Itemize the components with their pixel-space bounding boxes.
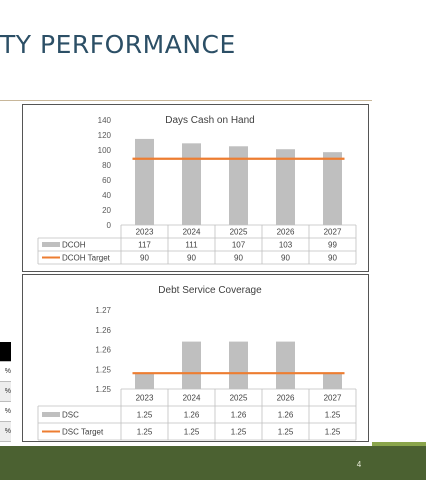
dsc-data-label: 1.26	[278, 411, 294, 420]
dcoh-bar	[276, 149, 295, 225]
dcoh-legend-key-bar	[42, 242, 60, 247]
partial-table-cell: %	[0, 422, 11, 442]
dcoh-category-label: 2023	[136, 228, 154, 237]
dsc-bar	[135, 373, 154, 389]
dcoh-data-label: 111	[185, 241, 198, 250]
dcoh-chart: Days Cash on Hand 0 20 40 60 80 100 120 140 2023 2…	[37, 115, 357, 265]
partial-table-header	[0, 342, 11, 362]
partial-table-cell: %	[0, 362, 11, 382]
dcoh-data-label: 90	[187, 254, 196, 263]
dcoh-y-tick-label: 0	[107, 221, 112, 230]
dsc-data-label: 1.25	[278, 428, 294, 437]
partial-table-cell: %	[0, 382, 11, 402]
dcoh-data-label: 90	[140, 254, 149, 263]
dcoh-data-label: 117	[138, 241, 151, 250]
dcoh-chart-title: Days Cash on Hand	[165, 115, 255, 126]
dcoh-bar	[135, 138, 154, 225]
dcoh-bar	[182, 143, 201, 225]
dsc-category-label: 2026	[277, 394, 295, 403]
partial-data-table: % % % % %	[0, 342, 11, 463]
dcoh-category-label: 2027	[324, 228, 342, 237]
dcoh-category-label: 2026	[277, 228, 295, 237]
dsc-y-tick-label: 1.26	[95, 346, 111, 355]
dsc-chart: Debt Service Coverage 1.25 1.25 1.26 1.26 1.2…	[37, 285, 357, 441]
dsc-data-label: 1.25	[137, 411, 153, 420]
dsc-bar	[323, 373, 342, 389]
dsc-y-tick-label: 1.25	[95, 385, 111, 394]
dsc-series-name: DSC	[62, 411, 79, 420]
dsc-data-label: 1.25	[325, 428, 341, 437]
dcoh-data-label: 99	[328, 241, 337, 250]
dcoh-y-tick-label: 80	[102, 161, 111, 170]
dcoh-data-label: 90	[328, 254, 337, 263]
dsc-chart-panel: Debt Service Coverage 1.25 1.25 1.26 1.26 1.2…	[22, 274, 369, 442]
dcoh-series-name: DCOH	[62, 241, 86, 250]
dsc-y-tick-label: 1.27	[95, 306, 111, 315]
dsc-series-name: DSC Target	[62, 428, 104, 437]
dcoh-y-tick-label: 100	[98, 146, 112, 155]
title-divider	[0, 100, 372, 101]
dsc-category-label: 2023	[136, 394, 154, 403]
dcoh-chart-panel: Days Cash on Hand 0 20 40 60 80 100 120 140 2023 2…	[22, 104, 369, 272]
partial-table-cell: %	[0, 402, 11, 422]
footer-band	[0, 446, 426, 480]
dcoh-y-tick-label: 20	[102, 206, 111, 215]
dsc-bar	[182, 341, 201, 389]
slide-title: TY PERFORMANCE	[0, 30, 236, 59]
dsc-data-label: 1.25	[184, 428, 200, 437]
dcoh-data-label: 90	[234, 254, 243, 263]
dcoh-data-label: 103	[279, 241, 293, 250]
dsc-data-label: 1.25	[231, 428, 247, 437]
dcoh-category-label: 2024	[183, 228, 201, 237]
dsc-category-label: 2025	[230, 394, 248, 403]
slide-number: 4	[356, 460, 362, 469]
dcoh-y-tick-label: 40	[102, 191, 111, 200]
dcoh-bar	[323, 152, 342, 225]
dsc-data-label: 1.26	[231, 411, 247, 420]
dcoh-category-label: 2025	[230, 228, 248, 237]
dcoh-data-label: 90	[281, 254, 290, 263]
dcoh-y-tick-label: 140	[98, 116, 112, 125]
dsc-data-label: 1.25	[325, 411, 341, 420]
dsc-data-label: 1.26	[184, 411, 200, 420]
dsc-legend-key-bar	[42, 412, 60, 417]
footer-accent-strip	[372, 442, 426, 446]
dsc-y-tick-label: 1.25	[95, 365, 111, 374]
dsc-category-label: 2024	[183, 394, 201, 403]
dsc-data-label: 1.25	[137, 428, 153, 437]
dcoh-y-tick-label: 120	[98, 131, 112, 140]
dsc-bar	[276, 341, 295, 389]
dsc-category-label: 2027	[324, 394, 342, 403]
dcoh-data-label: 107	[232, 241, 246, 250]
dsc-y-tick-label: 1.26	[95, 326, 111, 335]
dsc-chart-title: Debt Service Coverage	[158, 285, 262, 296]
dcoh-bar	[229, 146, 248, 225]
dcoh-y-tick-label: 60	[102, 176, 111, 185]
dsc-bar	[229, 341, 248, 389]
dcoh-series-name: DCOH Target	[62, 254, 111, 263]
